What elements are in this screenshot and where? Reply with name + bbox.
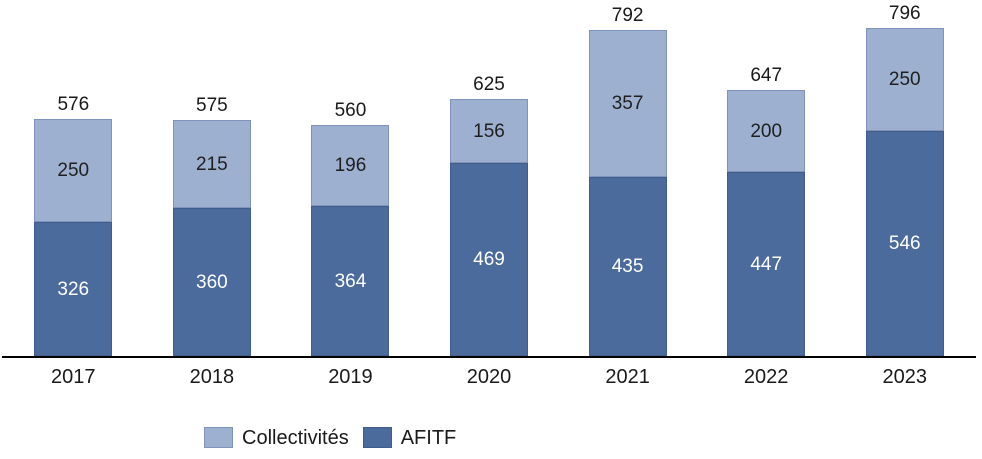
x-axis-label-2022: 2022 <box>743 366 789 388</box>
segment-value-label: 357 <box>611 93 644 114</box>
segment-value-label: 250 <box>57 160 90 181</box>
segment-value-label: 360 <box>196 271 228 293</box>
segment-value-label: 469 <box>473 249 505 270</box>
stacked-bar: 196 364 <box>311 125 390 356</box>
x-axis-label-2020: 2020 <box>466 366 512 388</box>
total-value-label: 625 <box>473 74 505 95</box>
total-value-label: 792 <box>611 5 644 26</box>
bar-segment-afitf: 364 <box>311 206 390 356</box>
segment-value-label: 250 <box>888 69 921 90</box>
bar-segment-collectivités: 156 <box>450 99 529 163</box>
bar-column-2017: 576 250 326 <box>4 95 143 356</box>
x-axis-label-2017: 2017 <box>51 366 96 388</box>
x-axis-label-2021: 2021 <box>605 366 650 388</box>
bar-column-2021: 792 357 435 <box>558 6 697 356</box>
bar-segment-afitf: 360 <box>172 208 251 356</box>
segment-value-label: 200 <box>750 120 783 142</box>
bar-segment-collectivités: 250 <box>865 28 944 131</box>
x-axis-label-2023: 2023 <box>882 366 928 388</box>
legend-swatch-icon <box>362 427 392 448</box>
segment-value-label: 196 <box>334 155 367 176</box>
bar-segment-afitf: 435 <box>588 177 667 356</box>
bar-segment-collectivités: 357 <box>588 30 667 177</box>
stacked-bar: 156 469 <box>450 99 529 356</box>
bar-segment-afitf: 469 <box>450 163 529 356</box>
stacked-bar: 250 546 <box>865 28 944 356</box>
stacked-bar: 200 447 <box>727 90 806 356</box>
bar-segment-collectivités: 200 <box>727 90 806 172</box>
bar-segment-afitf: 447 <box>727 172 806 356</box>
segment-value-label: 215 <box>196 153 228 175</box>
segment-value-label: 447 <box>750 253 783 275</box>
bar-column-2018: 575 215 360 <box>143 96 282 356</box>
total-value-label: 560 <box>334 100 367 121</box>
total-value-label: 647 <box>750 65 783 86</box>
x-axis-label-2018: 2018 <box>189 366 235 388</box>
stacked-bar: 250 326 <box>34 119 113 356</box>
stacked-bar: 215 360 <box>172 120 251 356</box>
legend-label: Collectivités <box>242 426 349 449</box>
chart-legend: Collectivités AFITF <box>204 427 456 448</box>
legend-item-afitf: AFITF <box>362 426 457 449</box>
bar-column-2022: 647 200 447 <box>697 66 836 356</box>
plot-area: 576 250 326 575 215 360 560 196 364 625 156 469 792 3… <box>4 0 974 356</box>
bar-column-2023: 796 250 546 <box>835 4 974 356</box>
segment-value-label: 435 <box>611 256 644 277</box>
bar-segment-afitf: 326 <box>34 222 113 356</box>
bar-segment-collectivités: 196 <box>311 125 390 206</box>
total-value-label: 575 <box>196 95 228 116</box>
total-value-label: 576 <box>57 94 90 115</box>
legend-item-collectivités: Collectivités <box>204 427 349 448</box>
bar-column-2019: 560 196 364 <box>281 101 420 356</box>
bar-segment-afitf: 546 <box>865 131 944 356</box>
segment-value-label: 156 <box>473 120 505 142</box>
stacked-bar: 357 435 <box>588 30 667 356</box>
bar-segment-collectivités: 250 <box>34 119 113 222</box>
total-value-label: 796 <box>888 3 921 24</box>
bar-column-2020: 625 156 469 <box>420 75 559 356</box>
x-axis-label-2019: 2019 <box>328 366 373 388</box>
legend-label: AFITF <box>400 426 457 449</box>
segment-value-label: 326 <box>57 278 90 300</box>
x-axis-labels: 2017 2018 2019 2020 2021 2022 2023 <box>4 366 974 388</box>
segment-value-label: 546 <box>888 233 921 254</box>
segment-value-label: 364 <box>334 270 367 292</box>
legend-swatch-icon <box>204 427 233 448</box>
bar-segment-collectivités: 215 <box>172 120 251 208</box>
x-axis-line <box>2 356 976 358</box>
